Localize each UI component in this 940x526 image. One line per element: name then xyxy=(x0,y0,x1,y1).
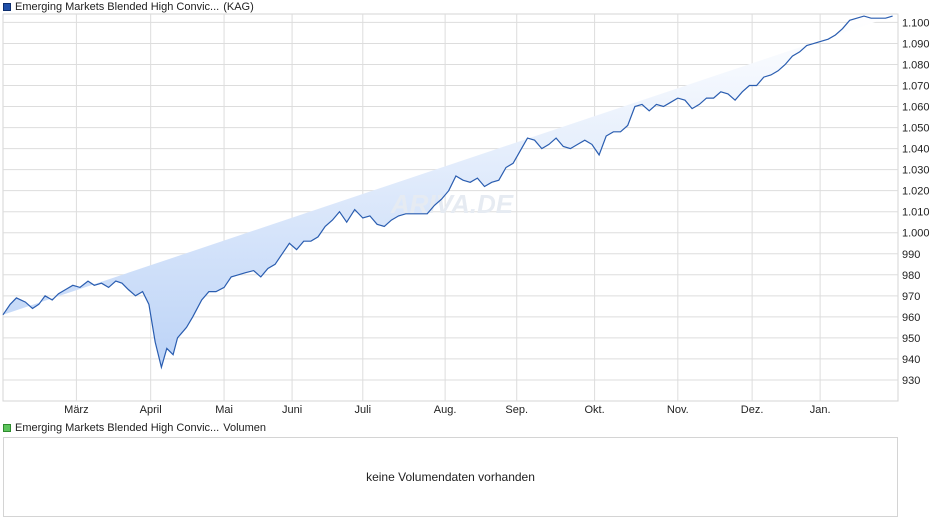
watermark: ARIVA.DE xyxy=(390,189,514,219)
x-tick-label: Juli xyxy=(355,404,372,416)
y-tick-label: 990 xyxy=(902,249,920,261)
y-tick-label: 1.010 xyxy=(902,207,930,219)
x-tick-label: Nov. xyxy=(667,404,689,416)
volume-series-name: Emerging Markets Blended High Convic... xyxy=(15,422,220,434)
y-axis: 930 940 950 960 970 980 990 1.000 1.010 1.020 1.03… xyxy=(902,17,930,387)
y-tick-label: 1.090 xyxy=(902,38,930,50)
y-tick-label: 1.000 xyxy=(902,228,930,240)
volume-series-swatch xyxy=(3,424,11,432)
x-tick-label: Juni xyxy=(282,404,302,416)
x-tick-label: Dez. xyxy=(741,404,764,416)
y-tick-label: 1.050 xyxy=(902,123,930,135)
y-tick-label: 940 xyxy=(902,354,920,366)
volume-panel: keine Volumendaten vorhanden xyxy=(3,437,898,517)
y-tick-label: 1.030 xyxy=(902,165,930,177)
y-tick-label: 1.100 xyxy=(902,17,930,29)
y-tick-label: 980 xyxy=(902,270,920,282)
y-tick-label: 970 xyxy=(902,291,920,303)
y-tick-label: 1.080 xyxy=(902,59,930,71)
x-tick-label: April xyxy=(140,404,162,416)
x-tick-label: Mai xyxy=(215,404,233,416)
y-tick-label: 1.040 xyxy=(902,144,930,156)
x-tick-label: Jan. xyxy=(810,404,831,416)
volume-legend: Emerging Markets Blended High Convic... … xyxy=(3,421,266,435)
x-tick-label: Aug. xyxy=(434,404,457,416)
x-tick-label: März xyxy=(64,404,88,416)
y-tick-label: 1.020 xyxy=(902,186,930,198)
x-tick-label: Okt. xyxy=(585,404,605,416)
price-legend: Emerging Markets Blended High Convic... … xyxy=(3,0,254,14)
price-series-name: Emerging Markets Blended High Convic... xyxy=(15,1,220,13)
y-tick-label: 1.070 xyxy=(902,81,930,93)
no-volume-message: keine Volumendaten vorhanden xyxy=(366,470,535,484)
price-chart: ARIVA.DE 930 940 950 960 970 980 990 1.000 1.010… xyxy=(2,13,930,416)
volume-series-type: Volumen xyxy=(223,422,267,434)
price-series-swatch xyxy=(3,3,11,11)
x-axis: März April Mai Juni Juli Aug. Sep. Okt. Nov. Dez.… xyxy=(64,404,830,416)
y-tick-label: 950 xyxy=(902,333,920,345)
price-series-type: (KAG) xyxy=(223,1,254,13)
y-tick-label: 960 xyxy=(902,312,920,324)
price-line xyxy=(2,15,893,370)
x-tick-label: Sep. xyxy=(505,404,528,416)
y-tick-label: 930 xyxy=(902,375,920,387)
y-tick-label: 1.060 xyxy=(902,102,930,114)
